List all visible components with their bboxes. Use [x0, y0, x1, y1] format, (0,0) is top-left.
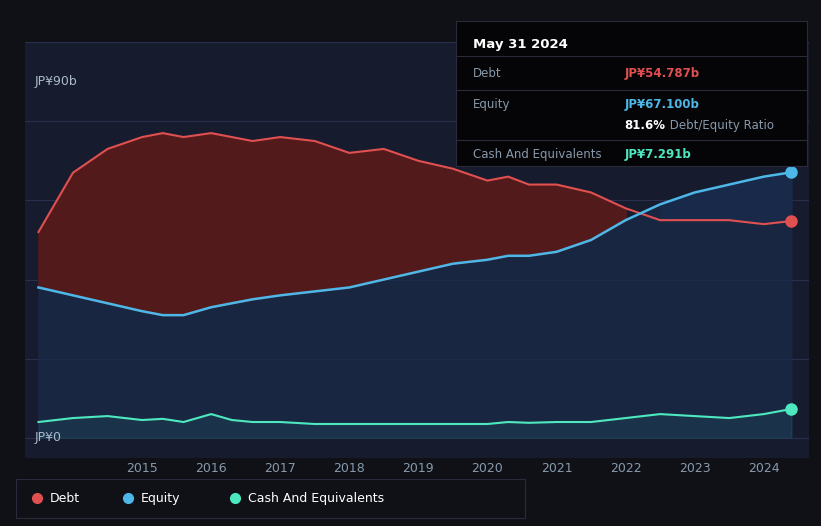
Text: May 31 2024: May 31 2024: [473, 38, 568, 52]
Text: Debt: Debt: [473, 67, 502, 79]
Text: Cash And Equivalents: Cash And Equivalents: [473, 148, 602, 160]
Text: JP¥54.787b: JP¥54.787b: [624, 67, 699, 79]
Text: JP¥7.291b: JP¥7.291b: [624, 148, 691, 160]
Text: Equity: Equity: [473, 98, 511, 112]
Text: Debt: Debt: [49, 492, 80, 505]
Text: JP¥0: JP¥0: [35, 431, 62, 444]
Text: Debt/Equity Ratio: Debt/Equity Ratio: [667, 119, 774, 132]
Text: 81.6%: 81.6%: [624, 119, 665, 132]
Text: JP¥90b: JP¥90b: [35, 75, 78, 88]
Text: JP¥67.100b: JP¥67.100b: [624, 98, 699, 112]
Text: Cash And Equivalents: Cash And Equivalents: [248, 492, 384, 505]
Text: Equity: Equity: [141, 492, 181, 505]
